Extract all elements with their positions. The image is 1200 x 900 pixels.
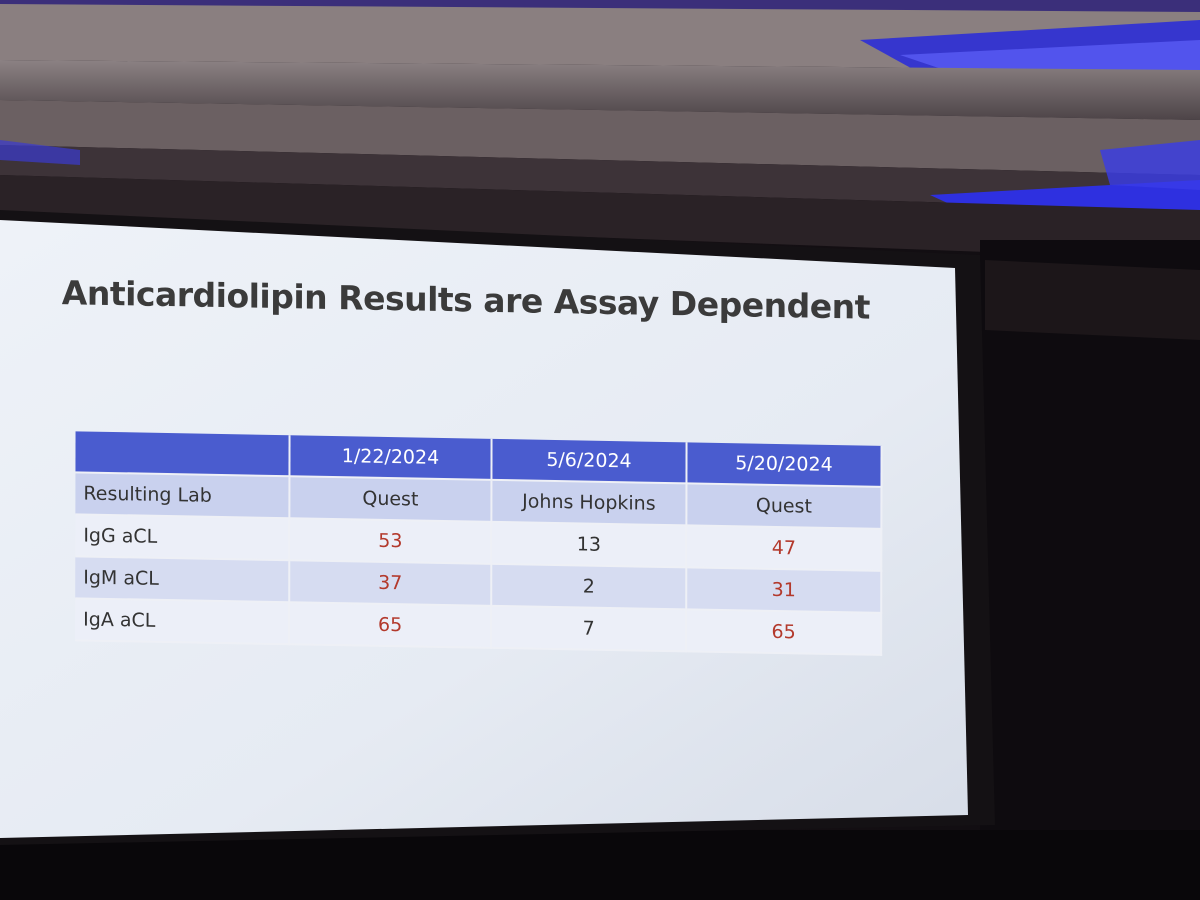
photo-scene: Anticardiolipin Results are Assay Depend… [0, 0, 1200, 900]
projection-screen [0, 220, 968, 838]
